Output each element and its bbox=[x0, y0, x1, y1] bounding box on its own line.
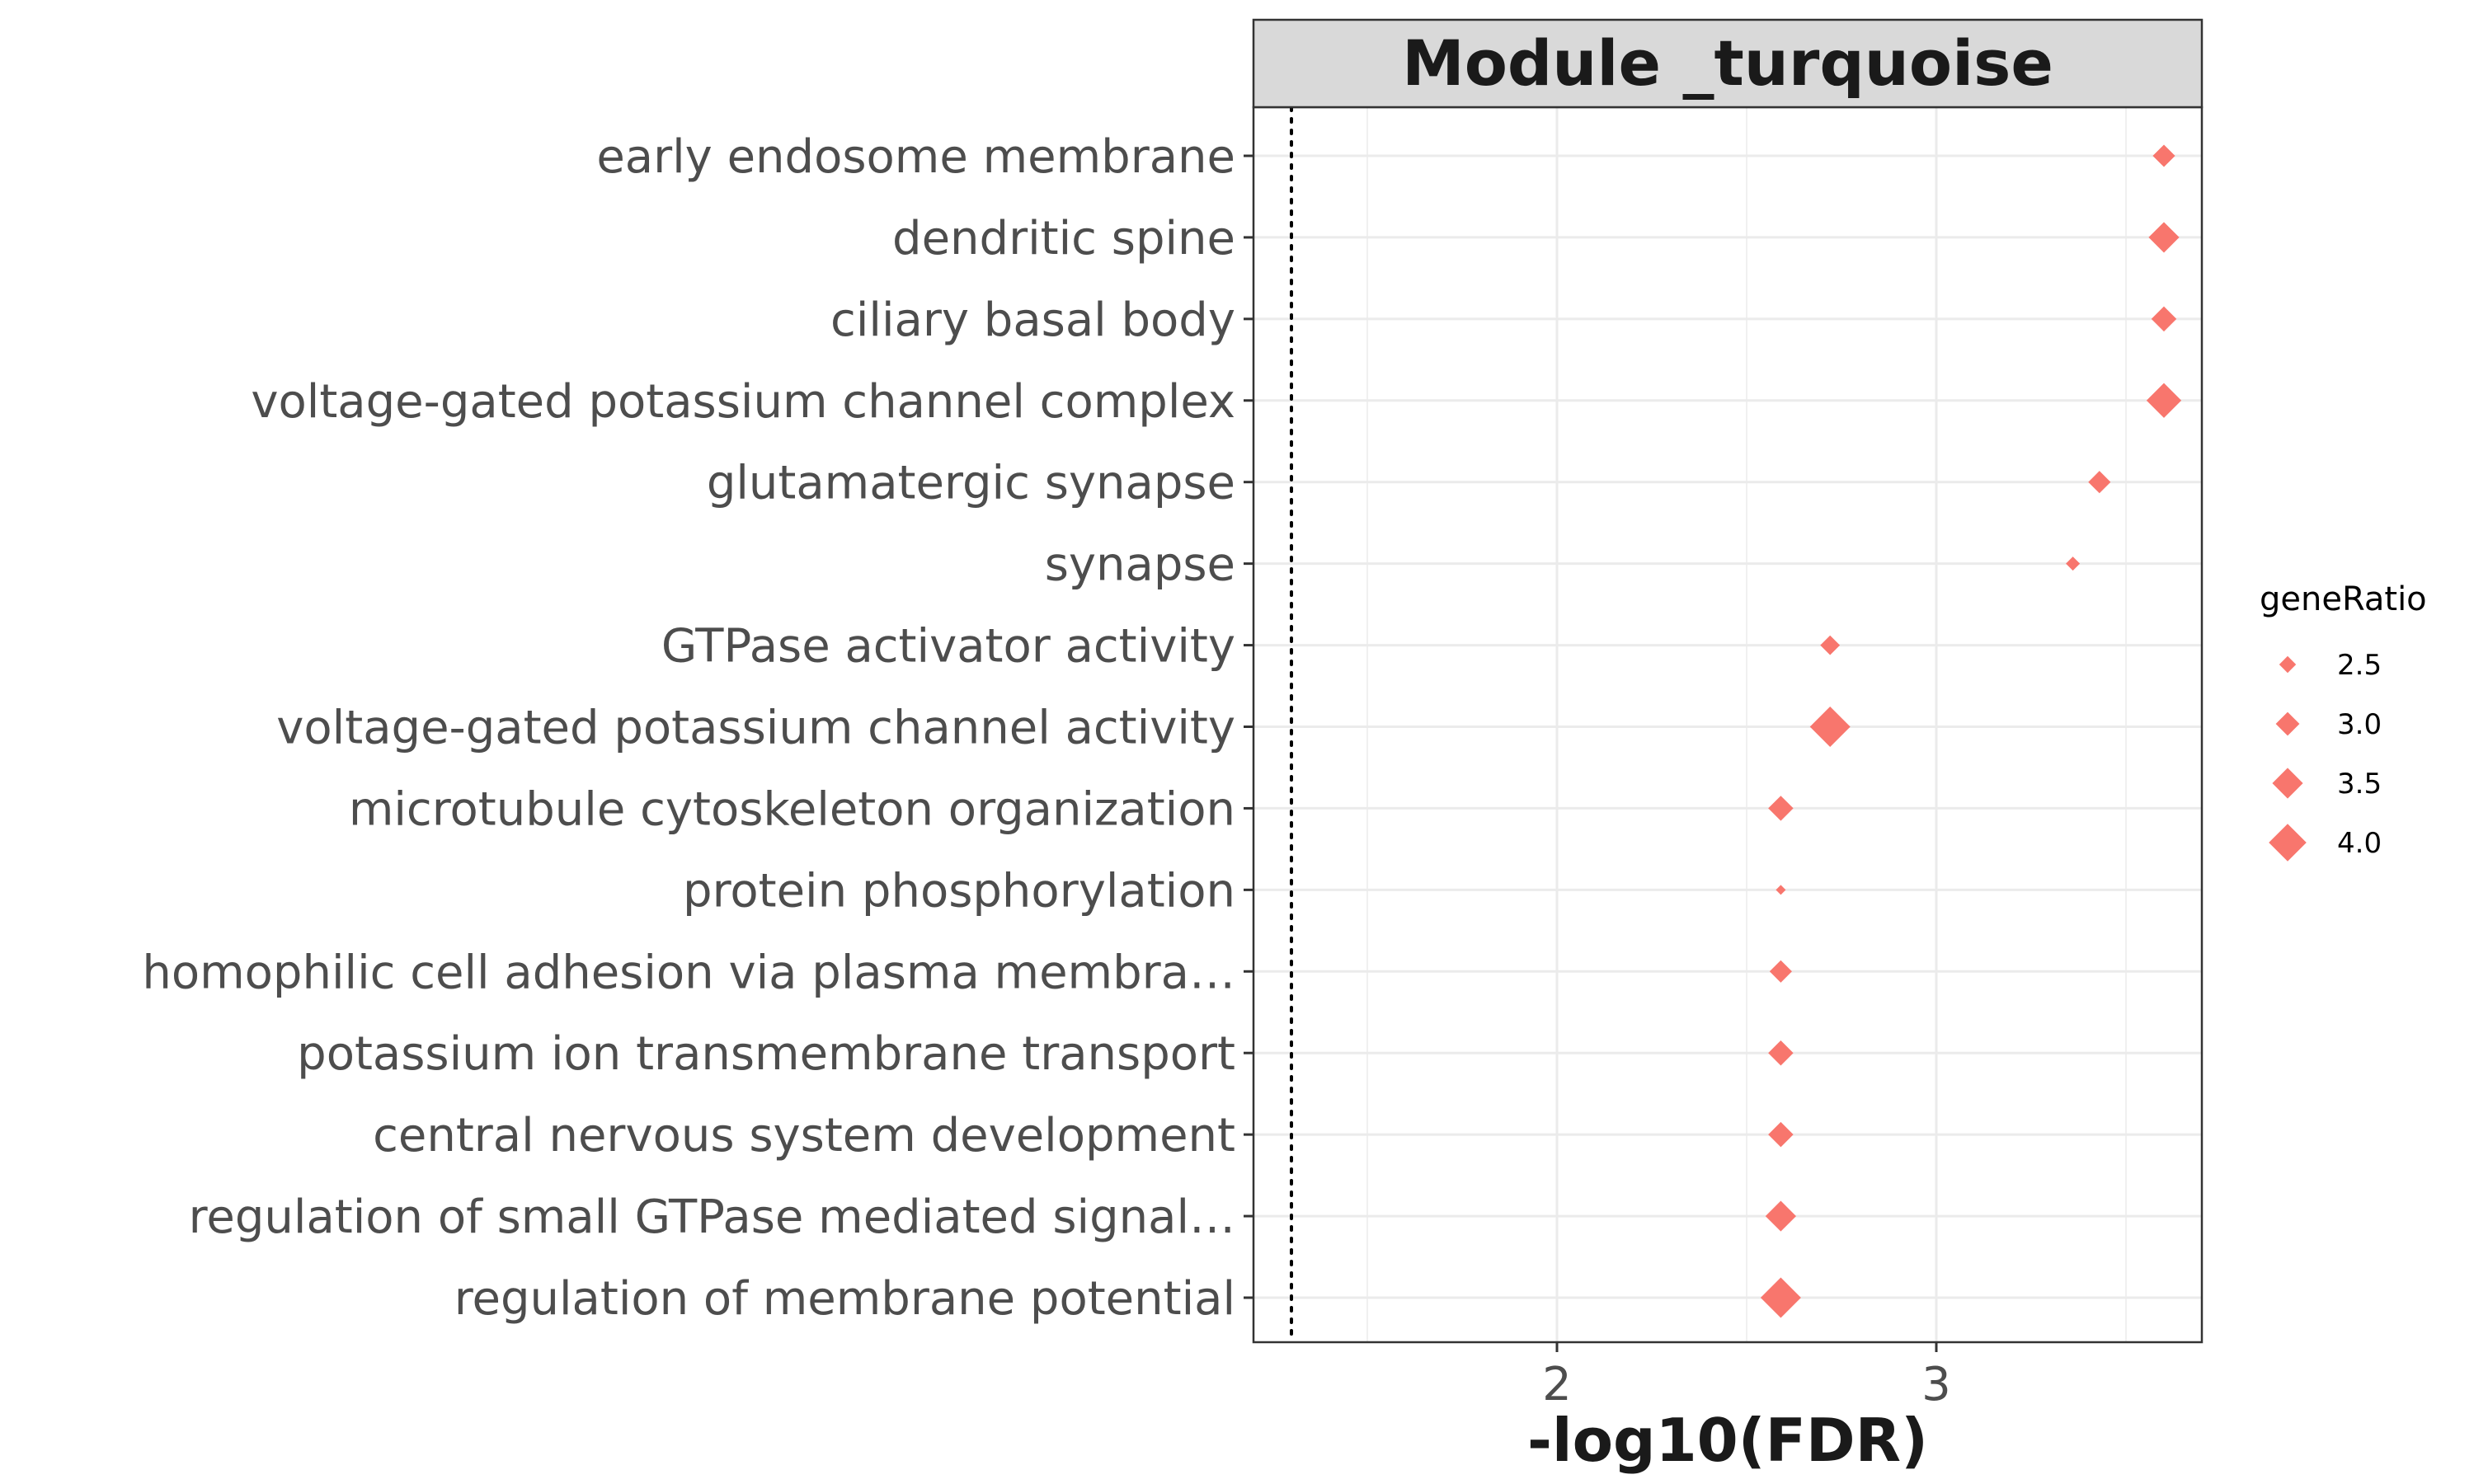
y-axis-labels: early endosome membrane dendritic spine ci… bbox=[142, 130, 1253, 1326]
y-tick-label: potassium ion transmembrane transport bbox=[297, 1027, 1235, 1081]
data-point bbox=[1768, 1040, 1794, 1066]
y-tick-label: regulation of membrane potential bbox=[454, 1272, 1235, 1326]
y-tick-label: homophilic cell adhesion via plasma memb… bbox=[142, 946, 1235, 999]
data-point bbox=[1768, 1121, 1794, 1148]
x-tick-label: 3 bbox=[1921, 1358, 1951, 1411]
data-point bbox=[2151, 306, 2177, 332]
chart-title: Module _turquoise bbox=[1402, 26, 2053, 100]
y-tick-label: synapse bbox=[1045, 538, 1235, 592]
panel-background bbox=[1253, 107, 2202, 1342]
data-point bbox=[1768, 796, 1794, 821]
y-tick-label: central nervous system development bbox=[373, 1109, 1235, 1162]
data-point bbox=[2152, 144, 2175, 167]
x-tick-label: 2 bbox=[1542, 1358, 1572, 1411]
y-tick-label: GTPase activator activity bbox=[661, 620, 1235, 674]
data-points bbox=[1760, 144, 2182, 1318]
facet-strip-background bbox=[1252, 18, 2204, 109]
legend-title: geneRatio bbox=[2260, 580, 2427, 618]
x-axis-title: -log10(FDR) bbox=[1527, 1406, 1928, 1475]
legend-label: 3.0 bbox=[2337, 708, 2382, 741]
grid-layer bbox=[1253, 106, 2202, 1344]
legend-label: 3.5 bbox=[2337, 768, 2382, 801]
y-tick-label: early endosome membrane bbox=[596, 130, 1235, 184]
data-point bbox=[1809, 707, 1851, 747]
data-point bbox=[2146, 383, 2182, 418]
y-tick-label: microtubule cytoskeleton organization bbox=[349, 782, 1235, 836]
legend-label: 2.5 bbox=[2337, 649, 2382, 682]
facet-strip: Module _turquoise bbox=[1252, 18, 2204, 109]
legend-key bbox=[2272, 768, 2303, 799]
data-point bbox=[1765, 1200, 1796, 1232]
y-tick-label: regulation of small GTPase mediated sign… bbox=[189, 1190, 1235, 1244]
legend-key bbox=[2275, 711, 2300, 736]
data-point bbox=[2066, 556, 2081, 571]
y-tick-label: voltage-gated potassium channel activity bbox=[276, 702, 1235, 755]
data-point bbox=[1776, 885, 1786, 895]
legend-key bbox=[2269, 824, 2307, 862]
data-point bbox=[1769, 960, 1792, 983]
legend-key bbox=[2279, 655, 2297, 674]
y-tick-label: dendritic spine bbox=[892, 212, 1235, 265]
data-point bbox=[1760, 1277, 1801, 1318]
data-point bbox=[2148, 222, 2180, 253]
legend: geneRatio 2.5 3.0 3.5 4.0 bbox=[2260, 580, 2427, 862]
y-tick-label: protein phosphorylation bbox=[683, 864, 1235, 918]
legend-label: 4.0 bbox=[2337, 827, 2382, 860]
data-point bbox=[1820, 635, 1841, 655]
y-tick-label: voltage-gated potassium channel complex bbox=[251, 375, 1235, 429]
y-tick-label: ciliary basal body bbox=[830, 294, 1235, 347]
data-point bbox=[2088, 471, 2111, 494]
y-tick-label: glutamatergic synapse bbox=[707, 457, 1235, 510]
